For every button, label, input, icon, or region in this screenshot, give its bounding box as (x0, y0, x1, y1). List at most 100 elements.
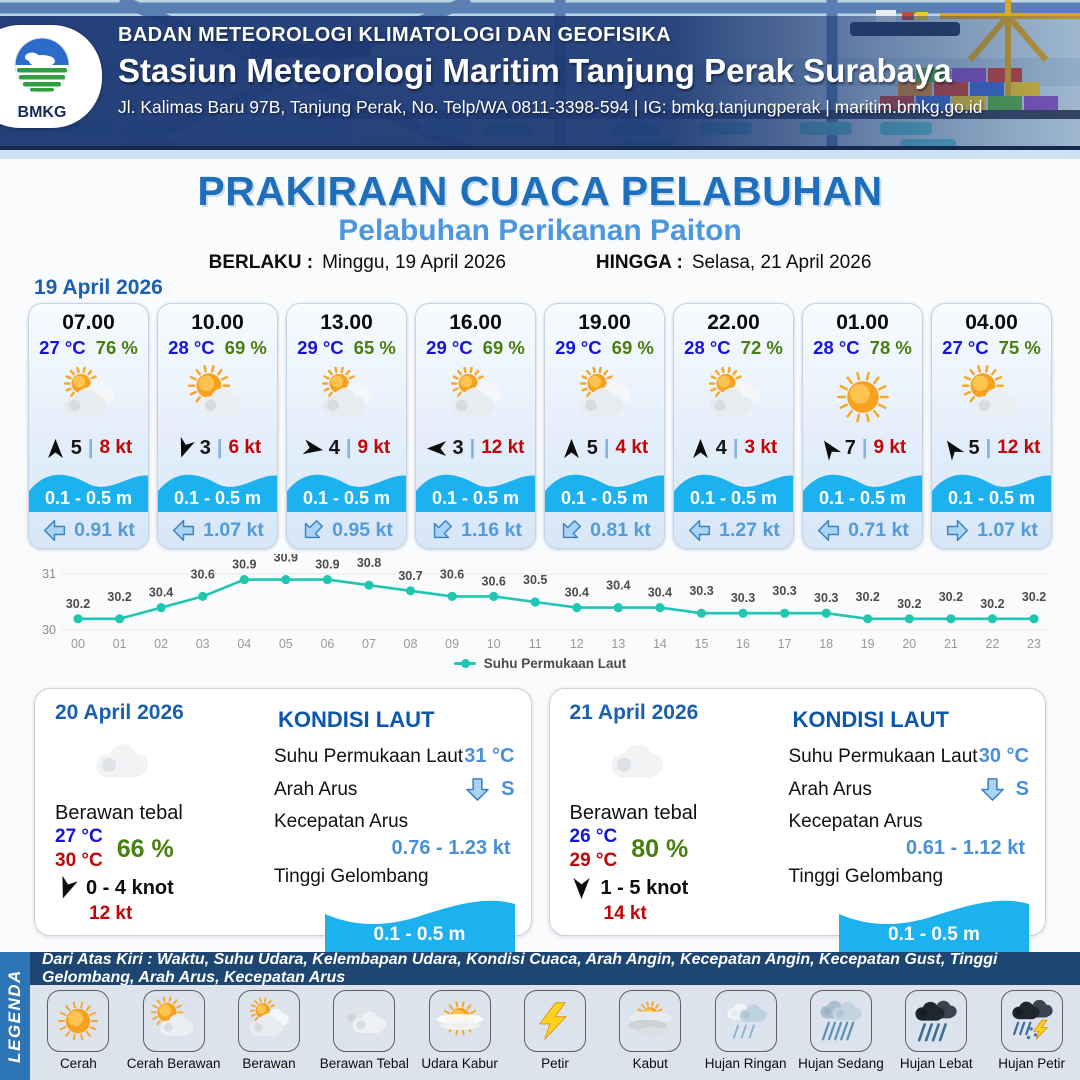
daily-wind-row: 0 - 4 knot (55, 875, 260, 900)
weather-berawan-icon (54, 359, 124, 435)
wave-height-value: 0.1 - 0.5 m (373, 924, 466, 945)
daily-humidity: 80 % (631, 834, 689, 863)
air-temperature: 28 °C (813, 337, 860, 358)
svg-text:23: 23 (1027, 637, 1041, 651)
card-time: 16.00 (449, 311, 502, 334)
agency-name: BADAN METEOROLOGI KLIMATOLOGI DAN GEOFIS… (118, 24, 672, 46)
card-temp-humidity: 29 °C 69 % (555, 337, 654, 359)
gust-speed: 9 kt (357, 437, 391, 459)
current-direction-icon (42, 518, 67, 543)
hourly-card: 13.00 29 °C 65 % 4 | 9 kt 0.1 - 0.5 m 0.… (286, 303, 407, 549)
daily-condition: Berawan tebal (55, 802, 183, 824)
legend-kabut-icon (619, 990, 682, 1052)
legend-udara-kabur-icon (428, 990, 491, 1052)
daily-date: 20 April 2026 (55, 701, 184, 724)
card-time: 13.00 (320, 311, 373, 334)
wave-height: 0.1 - 0.5 m (689, 488, 778, 509)
svg-text:01: 01 (113, 637, 127, 651)
svg-text:30.3: 30.3 (731, 591, 755, 605)
page-subtitle: Pelabuhan Perikanan Paiton (338, 214, 742, 247)
temp-max: 29 °C (569, 850, 618, 871)
legend-item: Udara Kabur (413, 990, 507, 1071)
daily-panel: 21 April 2026 Berawan tebal 26 °C 29 °C … (548, 688, 1046, 952)
legend-section: LEGENDA Dari Atas Kiri : Waktu, Suhu Uda… (0, 950, 1080, 1080)
air-temperature: 29 °C (426, 337, 473, 358)
validity-from: BERLAKU : Minggu, 19 April 2026 (209, 252, 506, 274)
wave-height-label: Tinggi Gelombang (788, 866, 944, 887)
svg-text:30.3: 30.3 (814, 591, 838, 605)
card-temp-humidity: 28 °C 69 % (168, 337, 267, 359)
current-row: 1.07 kt (932, 512, 1051, 548)
humidity: 69 % (611, 337, 654, 358)
legend-item: Hujan Ringan (699, 990, 793, 1071)
hingga-label: HINGGA : (595, 252, 683, 273)
wind-direction-icon (561, 438, 582, 459)
legend-item-label: Hujan Lebat (899, 1056, 973, 1071)
current-speed: 0.81 kt (590, 518, 651, 541)
legend-hujan-sedang-icon (809, 990, 872, 1052)
humidity: 69 % (224, 337, 267, 358)
wave-height: 0.1 - 0.5 m (431, 488, 520, 509)
humidity: 76 % (95, 337, 138, 358)
wave-height-band: 0.1 - 0.5 m (674, 462, 793, 513)
card-time: 22.00 (707, 311, 760, 334)
current-direction-icon (295, 512, 330, 547)
wave-height-band: 0.1 - 0.5 m (158, 462, 277, 513)
wind-speed: 5 (586, 436, 598, 459)
svg-text:30.9: 30.9 (315, 558, 339, 572)
daily-condition: Berawan tebal (569, 802, 698, 824)
legend-description: Dari Atas Kiri : Waktu, Suhu Udara, Kele… (42, 950, 998, 986)
wave-height: 0.1 - 0.5 m (560, 488, 649, 509)
sst-value: 31 °C (464, 745, 515, 767)
wind-row: 7 | 9 kt (819, 435, 906, 462)
daily-humidity: 66 % (116, 834, 174, 863)
daily-temps: 27 °C 30 °C 66 % (55, 825, 260, 873)
svg-text:13: 13 (611, 637, 625, 651)
wind-direction-icon (570, 877, 593, 900)
wind-speed: 4 (328, 436, 340, 459)
hourly-card: 19.00 29 °C 69 % 5 | 4 kt 0.1 - 0.5 m 0.… (544, 303, 665, 549)
wind-direction-icon (45, 438, 66, 459)
svg-text:16: 16 (736, 637, 750, 651)
hourly-card: 04.00 27 °C 75 % 5 | 12 kt 0.1 - 0.5 m 1… (931, 303, 1052, 549)
weather-cerah-berawan-icon (957, 359, 1027, 435)
chart-legend-marker-icon (453, 659, 476, 668)
svg-text:30.2: 30.2 (66, 597, 90, 611)
legend-icons-row: Cerah Cerah Berawan Berawan Berawan Teba… (30, 985, 1080, 1080)
wind-speed: 5 (968, 436, 980, 459)
separator: | (732, 436, 739, 459)
temp-max: 30 °C (55, 850, 103, 871)
daily-wind-range: 0 - 4 knot (86, 877, 174, 899)
legend-item: Hujan Petir (985, 990, 1079, 1071)
svg-text:30.2: 30.2 (107, 590, 131, 604)
svg-text:30.3: 30.3 (689, 584, 713, 598)
weather-cerah-icon (828, 359, 898, 435)
svg-text:30.4: 30.4 (149, 586, 173, 600)
wave-height-badge: 0.1 - 0.5 m (324, 894, 515, 952)
hourly-card: 01.00 28 °C 78 % 7 | 9 kt 0.1 - 0.5 m 0.… (802, 303, 923, 549)
wave-height: 0.1 - 0.5 m (947, 488, 1036, 509)
gust-speed: 12 kt (997, 437, 1041, 459)
current-speed: 1.07 kt (203, 518, 264, 541)
current-row: 0.81 kt (545, 512, 664, 548)
wave-height-badge: 0.1 - 0.5 m (839, 894, 1029, 952)
legend-description-bar: Dari Atas Kiri : Waktu, Suhu Udara, Kele… (30, 950, 1080, 986)
wind-row: 3 | 12 kt (426, 435, 525, 462)
legend-berawan-tebal-icon (333, 990, 396, 1052)
current-row: 0.71 kt (803, 512, 922, 548)
gust-speed: 6 kt (228, 437, 262, 459)
daily-temps: 26 °C 29 °C 80 % (570, 825, 775, 873)
current-row: 1.07 kt (158, 512, 277, 548)
card-temp-humidity: 29 °C 65 % (297, 337, 396, 359)
bmkg-logo: BMKG (0, 25, 102, 128)
hingga-value: Selasa, 21 April 2026 (691, 252, 872, 273)
legend-item-label: Hujan Ringan (704, 1056, 787, 1071)
weather-berawan-icon (312, 359, 382, 435)
wave-height-value: 0.1 - 0.5 m (888, 924, 980, 945)
wave-height: 0.1 - 0.5 m (818, 488, 907, 509)
gust-speed: 12 kt (481, 437, 525, 459)
legend-cerah-berawan-icon (142, 990, 205, 1052)
current-direction-icon (687, 518, 712, 543)
svg-text:05: 05 (279, 637, 293, 651)
